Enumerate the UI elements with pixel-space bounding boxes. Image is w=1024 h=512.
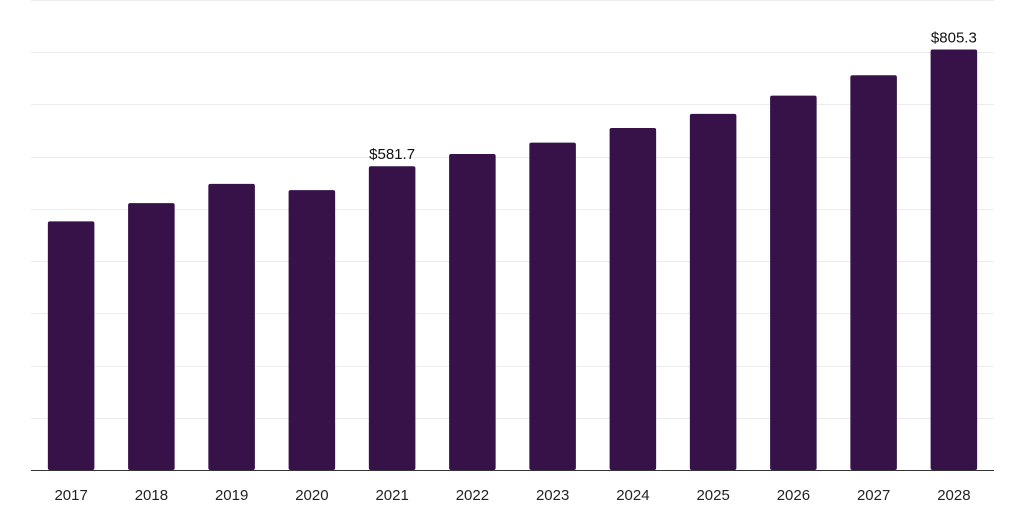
bar-2017 (47, 221, 95, 470)
bar-2025 (689, 113, 737, 470)
bar-2028 (930, 49, 978, 470)
x-tick-label: 2023 (536, 487, 569, 504)
data-labels: $581.7 $805.3 (369, 29, 977, 163)
x-tick-label: 2027 (857, 487, 890, 504)
gridlines (31, 0, 994, 419)
x-tick-labels: 2017 2018 2019 2020 2021 2022 2023 2024 2025 2026… (54, 487, 970, 504)
bars (47, 49, 978, 470)
bar-2021 (368, 166, 416, 470)
x-tick-label: 2028 (937, 487, 970, 504)
x-tick-label: 2018 (135, 487, 168, 504)
bar-2022 (449, 154, 496, 470)
data-label: $581.7 (369, 146, 415, 163)
x-tick-label: 2021 (375, 487, 408, 504)
x-tick-label: 2020 (295, 487, 328, 504)
bar-2018 (128, 203, 175, 470)
bar-2027 (850, 75, 897, 470)
x-tick-label: 2022 (456, 487, 489, 504)
bar-2026 (770, 95, 817, 470)
bar-2020 (288, 190, 336, 470)
bar-2023 (529, 142, 576, 470)
x-tick-label: 2024 (616, 487, 649, 504)
bar-2019 (208, 183, 255, 470)
x-tick-label: 2026 (777, 487, 810, 504)
x-tick-label: 2017 (54, 487, 87, 504)
x-tick-label: 2025 (696, 487, 729, 504)
bar-2024 (609, 127, 657, 470)
data-label: $805.3 (931, 29, 977, 46)
x-tick-label: 2019 (215, 487, 248, 504)
